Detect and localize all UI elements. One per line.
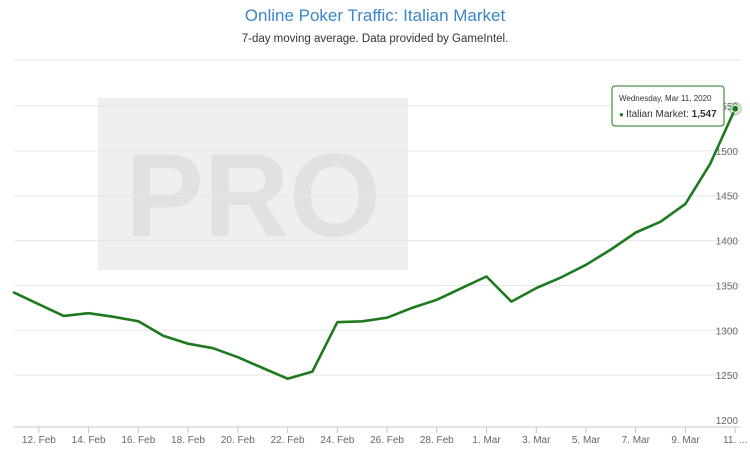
x-tick-label: 5. Mar (572, 435, 601, 446)
y-tick-label: 1550 (716, 102, 739, 113)
series-line-italian-market (12, 107, 737, 381)
x-tick-label: 7. Mar (622, 435, 651, 446)
x-tick-label: 26. Feb (370, 435, 404, 446)
x-tick-label: 16. Feb (121, 435, 155, 446)
tooltip: Wednesday, Mar 11, 2020 ● Italian Market:… (611, 85, 725, 127)
tooltip-series-label: Italian Market: (626, 109, 692, 120)
y-tick-label: 1350 (716, 281, 739, 292)
tooltip-bullet: ● (619, 110, 626, 119)
tooltip-value-line: ● Italian Market: 1,547 (619, 109, 717, 120)
hover-point (731, 104, 740, 113)
tooltip-date: Wednesday, Mar 11, 2020 (619, 94, 712, 103)
x-tick-label: 28. Feb (420, 435, 454, 446)
x-tick-label: 12. Feb (22, 435, 56, 446)
y-tick-label: 1250 (716, 371, 739, 382)
y-tick-label: 1300 (716, 326, 739, 337)
x-tick-label: 22. Feb (271, 435, 305, 446)
x-tick-label: 1. Mar (472, 435, 501, 446)
x-tick-label: 14. Feb (72, 435, 106, 446)
tooltip-value: 1,547 (692, 109, 717, 120)
x-tick-label: 24. Feb (320, 435, 354, 446)
y-tick-label: 1400 (716, 237, 739, 248)
y-tick-label: 1200 (716, 416, 739, 427)
chart-subtitle: 7-day moving average. Data provided by G… (241, 33, 509, 45)
tooltip-box (611, 85, 725, 127)
chart-title: Online Poker Traffic: Italian Market (244, 6, 506, 25)
x-tick-label: 18. Feb (171, 435, 205, 446)
y-tick-label: 1450 (716, 192, 739, 203)
x-tick-label: 9. Mar (671, 435, 700, 446)
x-tick-label: 11. ... (723, 435, 747, 446)
watermark-box (98, 98, 408, 270)
x-tick-label: 3. Mar (522, 435, 551, 446)
x-tick-label: 20. Feb (221, 435, 255, 446)
y-tick-label: 1500 (716, 147, 739, 158)
